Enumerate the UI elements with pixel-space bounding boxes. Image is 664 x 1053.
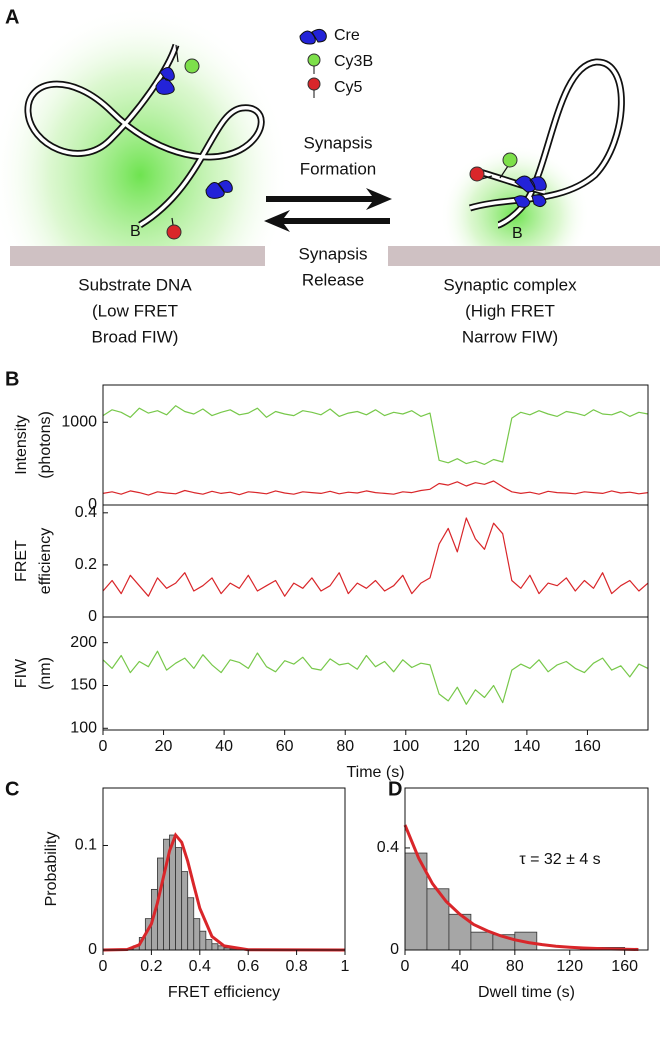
y-tick-label: 1000 [61, 413, 97, 430]
y-tick-label: 0.4 [377, 839, 399, 856]
trace [102, 517, 649, 597]
x-tick-label: 140 [514, 738, 541, 755]
fit-curve [102, 832, 346, 952]
x-tick-label: 0.4 [189, 958, 211, 975]
panel-a: A B B Cre [0, 5, 660, 346]
caption: (High FRET [465, 301, 555, 320]
y-axis-label: Intensity [13, 415, 30, 475]
y-tick-label: 150 [70, 677, 97, 694]
axes-frame [102, 504, 649, 618]
trace [102, 650, 649, 705]
y-axis-label: efficiency [37, 528, 54, 594]
y-tick-label: 0 [88, 496, 97, 513]
x-tick-label: 0.6 [237, 958, 259, 975]
x-axis-label: Time (s) [346, 764, 404, 781]
x-tick-label: 160 [611, 958, 638, 975]
chart: B 0 1000 Intensity (photons) [5, 368, 649, 513]
hist-bar [187, 897, 195, 951]
dna-right: B [468, 58, 625, 242]
y-tick-label: 0 [88, 941, 97, 958]
arrow-label: Formation [300, 159, 377, 178]
caption: Broad FIW) [92, 327, 179, 346]
x-tick-label: 160 [574, 738, 601, 755]
y-axis-label: Probability [43, 832, 60, 907]
axes-frame [102, 384, 649, 506]
x-axis-label: FRET efficiency [168, 984, 280, 1001]
arrow-label: Release [302, 270, 364, 289]
chart: 0 0.2 0.4 FRET efficiency [13, 504, 649, 625]
y-axis-label: FIW [13, 658, 30, 688]
arrow-label: Synapsis [304, 133, 373, 152]
y-tick-label: 200 [70, 634, 97, 651]
x-axis-label: Dwell time (s) [478, 984, 575, 1001]
x-tick-label: 40 [215, 738, 233, 755]
y-tick-label: 0 [88, 608, 97, 625]
hist-bar [175, 847, 183, 951]
caption: Synaptic complex [443, 275, 577, 294]
y-tick-label: 0 [390, 941, 399, 958]
y-tick-label: 0.4 [75, 504, 97, 521]
y-axis-label: (photons) [37, 411, 54, 479]
panel-letter: D [388, 778, 402, 800]
surface [10, 246, 265, 266]
x-tick-label: 80 [336, 738, 354, 755]
x-tick-label: 120 [453, 738, 480, 755]
arrow-label: Synapsis [299, 244, 368, 263]
surface [388, 246, 660, 266]
x-tick-label: 0 [99, 738, 108, 755]
y-axis-label: FRET [13, 540, 30, 582]
trace [102, 480, 649, 496]
x-tick-label: 80 [506, 958, 524, 975]
x-tick-label: 0 [99, 958, 108, 975]
x-tick-label: 0.8 [285, 958, 307, 975]
x-tick-label: 0 [401, 958, 410, 975]
y-axis-label: (nm) [37, 657, 54, 690]
x-tick-label: 20 [155, 738, 173, 755]
panel-letter: A [5, 6, 19, 28]
legend: Cre Cy3B Cy5 [299, 27, 373, 98]
caption: Substrate DNA [78, 275, 192, 294]
x-tick-label: 120 [556, 958, 583, 975]
axes-frame [404, 787, 649, 951]
x-tick-label: 1 [341, 958, 350, 975]
x-tick-label: 0.2 [140, 958, 162, 975]
chart: D 0 0.4 0 40 80 120 160 Dwell time (s) τ = 32 ± 4… [377, 778, 649, 1001]
axes-frame [102, 616, 649, 731]
x-tick-label: 100 [392, 738, 419, 755]
hist-bar [205, 939, 213, 951]
x-tick-label: 60 [276, 738, 294, 755]
panel-letter: B [5, 368, 19, 390]
legend-label: Cre [334, 27, 360, 44]
y-tick-label: 0.2 [75, 556, 97, 573]
y-tick-label: 0.1 [75, 837, 97, 854]
x-tick-label: 40 [451, 958, 469, 975]
fit-curve [403, 824, 639, 951]
arrows: Synapsis Formation Synapsis Release [264, 133, 392, 289]
caption: Narrow FIW) [462, 327, 558, 346]
hist-bar [181, 871, 189, 951]
hist-bar [193, 918, 201, 951]
annotation: τ = 32 ± 4 s [519, 851, 600, 868]
chart: 100 150 200 0 20 40 60 80 100 120 140 160 Time (s) FI… [13, 616, 649, 781]
chart: C 0 0.1 0 0.2 0.4 0.6 0.8 1 FRET efficiency Probab… [5, 778, 350, 1001]
dna-end-label: B [130, 223, 141, 240]
dna-left: B [24, 43, 265, 240]
legend-label: Cy5 [334, 79, 363, 96]
legend-label: Cy3B [334, 53, 373, 70]
hist-bar [199, 930, 207, 951]
axes-frame [102, 787, 346, 951]
trace [102, 405, 649, 465]
dna-end-label: B [512, 225, 523, 242]
hist-bar [211, 943, 219, 951]
y-tick-label: 100 [70, 720, 97, 737]
panel-letter: C [5, 778, 19, 800]
caption: (Low FRET [92, 301, 178, 320]
hist-bar [426, 888, 450, 951]
hist-bar [470, 931, 494, 951]
